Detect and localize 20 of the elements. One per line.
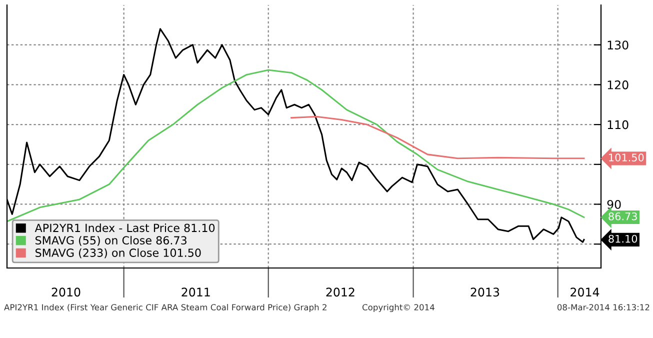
text: 86.73 [608,212,637,220]
legend-label: SMAVG (55) on Close 86.73 [36,236,186,246]
x-tick-label: 2012 [326,288,354,297]
legend-label: API2YR1 Index - Last Price 81.10 [34,224,215,232]
x-tick-label: 2013 [470,288,500,297]
y-tick-label: 130 [608,40,628,50]
line-series [7,69,585,222]
x-tick-label: 2011 [182,288,210,297]
text: Copyright© 2014 [362,304,434,312]
legend-label: SMAVG (233) on Close 101.50 [36,248,201,258]
text: API2YR1 Index (First Year Generic CIF ARA Steam Coal Forward Price) Graph 2 [4,304,326,312]
y-tick-label: 90 [607,200,621,209]
x-tick-label: 2014 [570,288,600,297]
x-tick-label: 2010 [52,288,80,297]
line-series [290,116,585,160]
text: 101.50 [609,154,644,162]
text: 08-Mar-2014 16:13:12 [557,304,650,310]
text: 81.10 [608,234,638,243]
y-tick-label: 110 [608,120,628,130]
y-tick-label: 120 [608,80,628,90]
